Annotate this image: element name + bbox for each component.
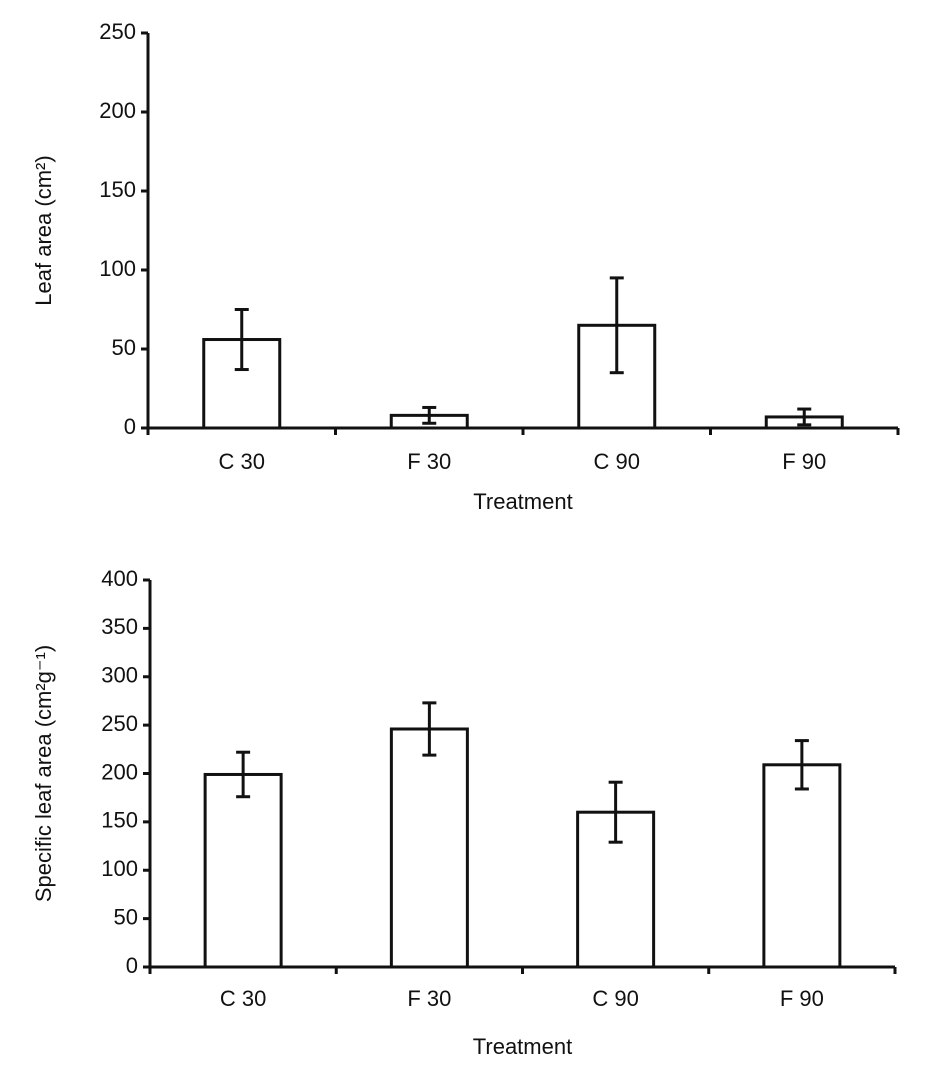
y-tick-label: 100: [99, 256, 136, 281]
x-tick-label: C 30: [220, 986, 266, 1011]
y-tick-label: 150: [99, 177, 136, 202]
y-tick-label: 200: [101, 759, 138, 784]
y-tick-label: 400: [101, 566, 138, 591]
y-tick-label: 100: [101, 856, 138, 881]
x-tick-label: F 90: [780, 986, 824, 1011]
x-tick-label: C 90: [592, 986, 638, 1011]
y-tick-label: 150: [101, 808, 138, 833]
y-tick-label: 250: [99, 19, 136, 44]
y-tick-label: 0: [126, 953, 138, 978]
y-tick-label: 200: [99, 98, 136, 123]
x-tick-label: F 90: [782, 449, 826, 474]
x-tick-label: C 90: [594, 449, 640, 474]
y-tick-label: 250: [101, 711, 138, 736]
y-tick-label: 50: [114, 904, 138, 929]
y-axis-title: Leaf area (cm²): [31, 155, 56, 305]
y-tick-label: 50: [112, 335, 136, 360]
y-tick-label: 300: [101, 663, 138, 688]
x-tick-label: F 30: [407, 449, 451, 474]
bar: [389, 727, 469, 969]
y-axis-title: Specific leaf area (cm²g⁻¹): [31, 645, 56, 902]
y-tick-label: 0: [124, 414, 136, 439]
bar: [203, 772, 283, 969]
x-axis-title: Treatment: [473, 489, 572, 514]
bar: [762, 763, 842, 969]
y-tick-label: 350: [101, 614, 138, 639]
x-tick-label: F 30: [407, 986, 451, 1011]
x-tick-label: C 30: [219, 449, 265, 474]
x-axis-title: Treatment: [473, 1034, 572, 1059]
